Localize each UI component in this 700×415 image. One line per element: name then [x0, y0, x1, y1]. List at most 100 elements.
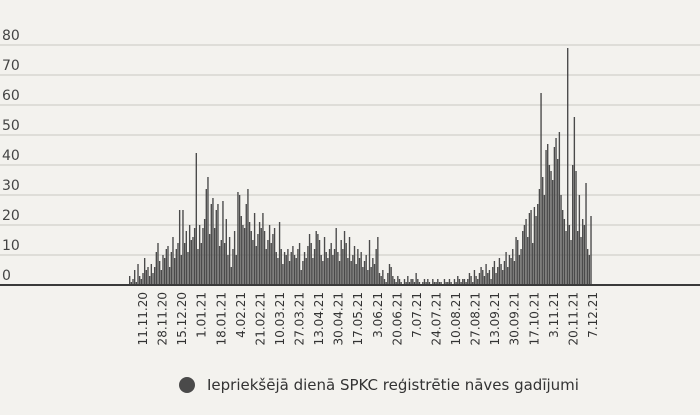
bar	[283, 252, 286, 285]
bar	[350, 261, 352, 285]
bar	[557, 159, 559, 285]
bar	[353, 246, 356, 285]
bar	[185, 231, 187, 285]
bar	[542, 177, 544, 285]
bar	[530, 210, 532, 285]
bar	[225, 219, 227, 285]
bar	[313, 249, 316, 285]
bar	[555, 138, 557, 285]
y-tick-label: 10	[2, 238, 20, 254]
bar	[455, 282, 457, 285]
bar	[362, 267, 364, 285]
bar	[527, 237, 529, 285]
bar	[450, 282, 452, 285]
bar	[165, 249, 168, 285]
bar	[129, 276, 131, 285]
bar	[470, 276, 472, 285]
bar	[130, 282, 133, 285]
bar	[392, 276, 394, 285]
x-tick-label: 20.06.21	[390, 292, 404, 345]
bar	[460, 282, 462, 285]
x-tick-label: 4.02.21	[234, 292, 248, 338]
bar	[178, 210, 181, 285]
bar	[213, 228, 216, 285]
bar	[377, 237, 379, 285]
bar	[222, 201, 224, 285]
bar	[523, 225, 526, 285]
bar	[305, 258, 307, 285]
bar	[543, 195, 546, 285]
bar	[325, 252, 327, 285]
bar	[223, 243, 226, 285]
y-tick-label: 80	[2, 28, 20, 44]
bar	[152, 273, 154, 285]
bar	[332, 255, 334, 285]
bar	[190, 240, 192, 285]
bar	[235, 255, 237, 285]
bar	[132, 279, 134, 285]
bar	[382, 270, 384, 285]
bar	[335, 228, 337, 285]
bar	[255, 246, 257, 285]
y-tick-label: 30	[2, 178, 20, 194]
bar	[512, 249, 514, 285]
y-axis-ticks: 80 70 60 50 40 30 20 10 0	[2, 28, 20, 284]
bar	[493, 261, 496, 285]
bar	[182, 210, 184, 285]
bar	[495, 273, 497, 285]
bar	[215, 210, 217, 285]
x-tick-label: 7.07.21	[410, 292, 424, 338]
bar	[202, 228, 204, 285]
bar	[237, 192, 239, 285]
bar	[520, 249, 522, 285]
bar	[548, 165, 551, 285]
bar	[550, 171, 552, 285]
bar	[582, 219, 584, 285]
bar	[280, 249, 282, 285]
bar	[508, 255, 511, 285]
x-tick-label: 30.04.21	[332, 292, 346, 345]
bar	[448, 279, 451, 285]
bar	[487, 273, 489, 285]
bar	[367, 270, 369, 285]
bar	[267, 240, 269, 285]
bar	[175, 249, 177, 285]
bar	[143, 258, 146, 285]
bar	[578, 195, 581, 285]
x-tick-label: 18.01.21	[214, 292, 228, 345]
bar	[333, 249, 336, 285]
legend-marker	[179, 377, 195, 393]
bar	[163, 258, 166, 285]
bar	[282, 264, 284, 285]
bar	[153, 267, 156, 285]
bar	[373, 264, 376, 285]
bar	[220, 240, 222, 285]
bar	[218, 246, 221, 285]
bar	[418, 282, 421, 285]
bar	[162, 255, 164, 285]
bar	[577, 231, 579, 285]
bar	[188, 225, 191, 285]
bar	[327, 258, 329, 285]
x-tick-label: 10.08.21	[449, 292, 463, 345]
bar	[287, 249, 289, 285]
bar	[232, 249, 234, 285]
bar	[532, 243, 534, 285]
bar	[560, 195, 562, 285]
bar	[575, 171, 577, 285]
bar	[432, 279, 434, 285]
bar	[348, 237, 351, 285]
bar	[170, 252, 173, 285]
bar	[463, 279, 466, 285]
bar	[352, 255, 354, 285]
bar	[552, 180, 554, 285]
bar	[412, 279, 414, 285]
bar	[503, 261, 506, 285]
bar	[580, 237, 582, 285]
bar	[537, 204, 539, 285]
bar	[187, 252, 189, 285]
bar	[260, 228, 262, 285]
bar	[445, 282, 447, 285]
x-tick-label: 20.11.21	[566, 292, 580, 345]
legend: Iepriekšējā dienā SPKC reģistrētie nāves…	[179, 376, 579, 394]
